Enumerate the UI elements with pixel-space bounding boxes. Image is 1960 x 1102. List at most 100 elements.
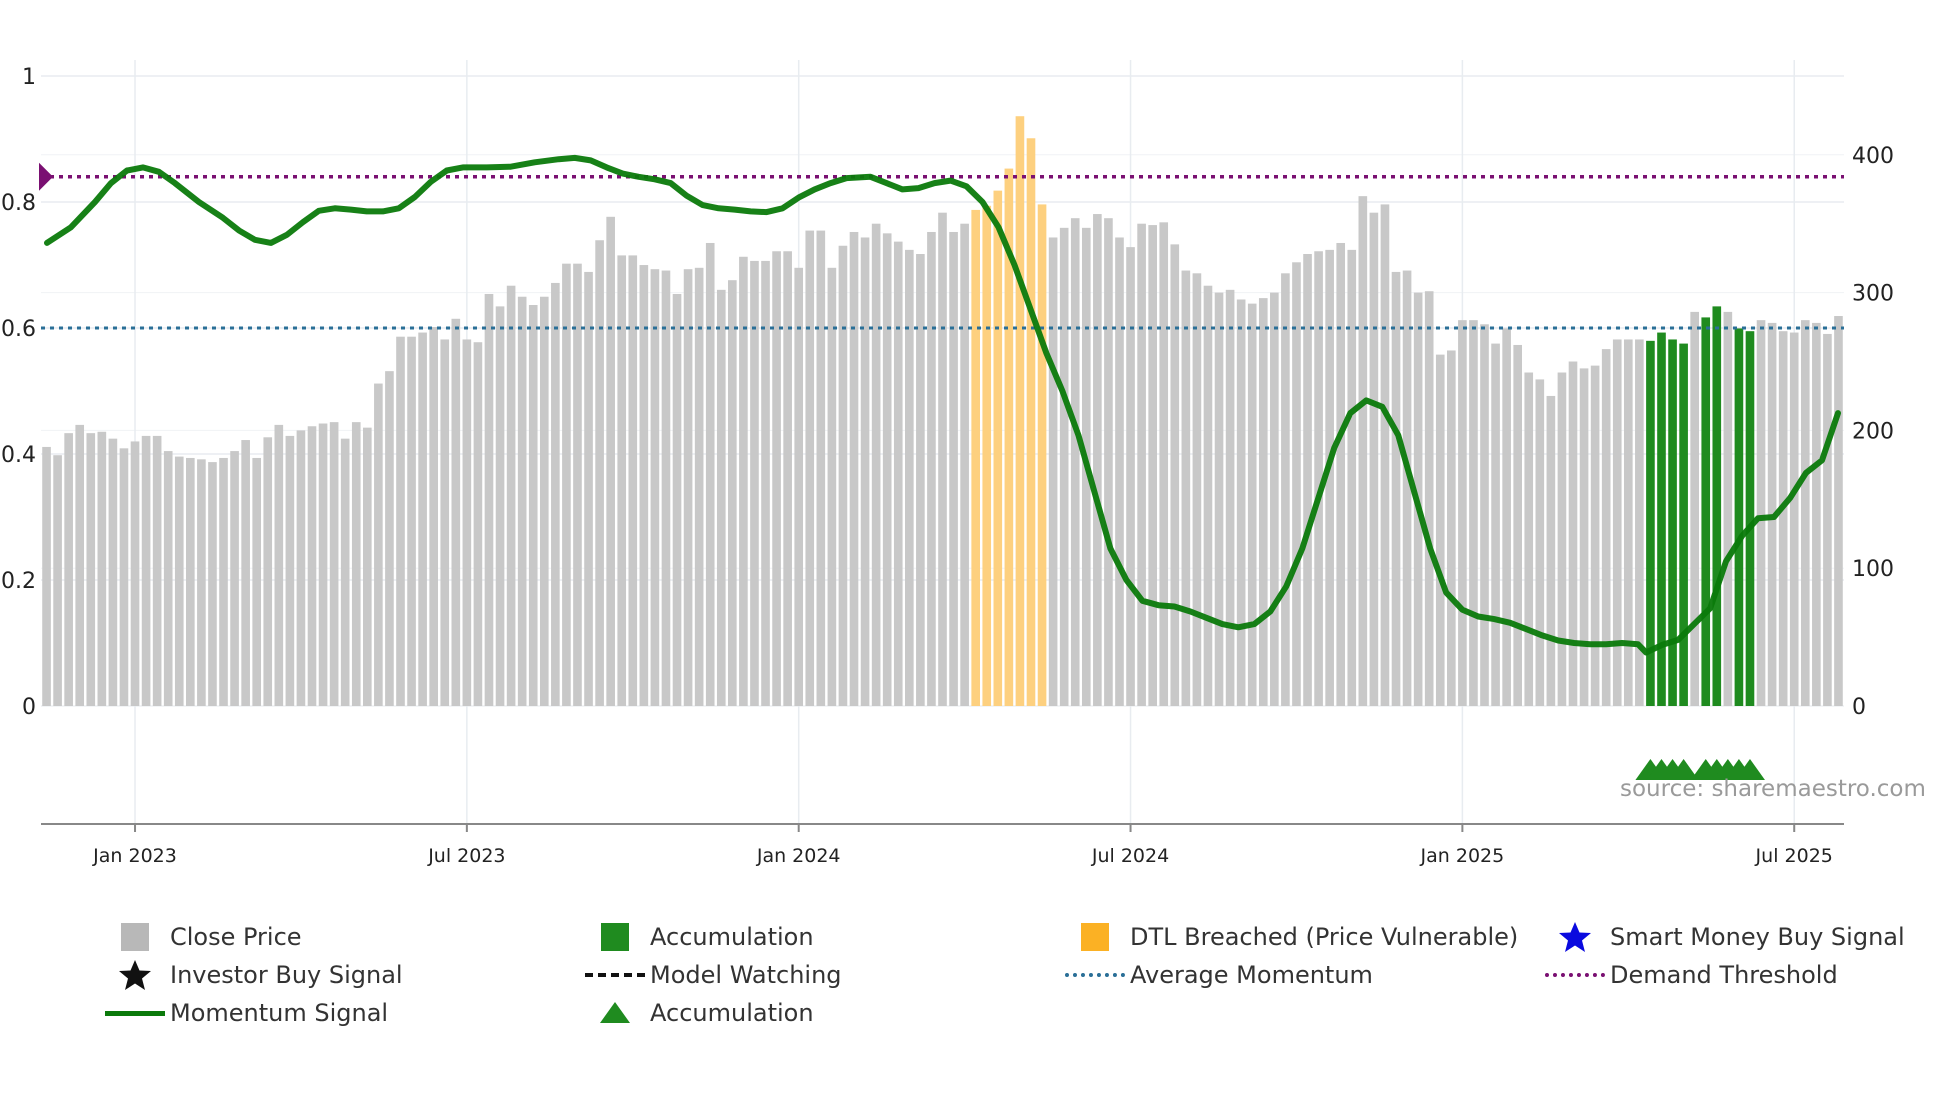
- dtl-breached-swatch: [1081, 923, 1109, 951]
- close-price-bar: [672, 293, 682, 706]
- close-price-bar: [1358, 196, 1368, 706]
- legend-item-investor-buy: Investor Buy Signal: [100, 958, 403, 992]
- close-price-bar: [1270, 292, 1279, 706]
- close-price-bar: [351, 422, 361, 706]
- momentum-signal-line: [44, 154, 1841, 656]
- close-price-bar: [230, 451, 239, 706]
- close-price-bar: [429, 327, 438, 706]
- close-price-bar: [1513, 344, 1523, 706]
- close-price-bar: [849, 231, 859, 706]
- legend-item-average-momentum: Average Momentum: [1060, 958, 1373, 992]
- close-price-bar: [871, 223, 881, 706]
- y-left-tick-label: 0.6: [1, 317, 36, 342]
- close-price-bar: [938, 212, 947, 706]
- close-price-bar: [816, 230, 826, 706]
- close-price-bar: [1601, 349, 1611, 706]
- close-price-bar: [1236, 299, 1246, 706]
- close-price-bar: [484, 293, 494, 706]
- axes: 0 0.2 0.4 0.6 0.8 1 0 100 200 300 400 Jan 2023 Jul 2…: [1, 65, 1894, 867]
- close-price-bar: [1690, 311, 1699, 706]
- close-price-bar: [1469, 320, 1478, 706]
- accumulation-bar: [1679, 343, 1688, 706]
- close-price-bar: [750, 260, 759, 706]
- close-price-bar: [285, 435, 295, 706]
- close-price-bar: [1557, 372, 1567, 706]
- accumulation-marker: [1734, 759, 1765, 780]
- close-price-bar: [241, 440, 250, 706]
- legend-item-dtl-breached: DTL Breached (Price Vulnerable): [1060, 920, 1518, 954]
- accumulation-bar: [1701, 317, 1711, 706]
- close-price-bar: [1491, 343, 1500, 706]
- close-price-bar: [1347, 249, 1357, 706]
- close-price-bar: [219, 457, 228, 706]
- dtl-breached-bar: [1015, 116, 1025, 706]
- close-price-bar: [539, 296, 549, 706]
- close-price-bar: [528, 305, 538, 706]
- close-price-bar: [108, 438, 118, 706]
- close-price-bar: [728, 280, 737, 706]
- y-left-tick-label: 0: [22, 695, 36, 720]
- y-right-tick-label: 0: [1852, 695, 1866, 720]
- close-price-bar: [1778, 331, 1788, 706]
- close-price-bar: [1535, 379, 1545, 706]
- legend-item-accumulation-marker: Accumulation: [580, 996, 814, 1030]
- close-price-bar: [1093, 214, 1102, 706]
- y-right-tick-label: 100: [1852, 557, 1894, 582]
- y-left-tick-label: 0.4: [1, 443, 36, 468]
- close-price-bar: [1225, 289, 1235, 706]
- x-tick-label: Jul 2025: [1755, 845, 1833, 867]
- legend-label: Accumulation: [650, 999, 814, 1027]
- close-price-bar: [916, 254, 925, 707]
- close-price-bar: [362, 427, 372, 706]
- dtl-breached-bar: [1004, 168, 1014, 706]
- accumulation-triangle-icon: [600, 1002, 630, 1023]
- y-left-tick-label: 0.2: [1, 569, 36, 594]
- close-price-bar: [1325, 249, 1334, 706]
- y-left-tick-label: 1: [22, 65, 36, 90]
- close-price-bar: [53, 455, 62, 706]
- demand-threshold-marker: [39, 162, 53, 191]
- legend-label: Close Price: [170, 923, 302, 951]
- close-price-bar: [506, 285, 516, 706]
- close-price-bar: [1292, 262, 1301, 706]
- accumulation-bar: [1657, 332, 1666, 706]
- close-price-bar: [1192, 273, 1202, 706]
- close-price-bar: [805, 230, 815, 706]
- y-left-tick-label: 0.8: [1, 191, 36, 216]
- close-price-bar: [252, 457, 262, 706]
- close-price-bar: [1170, 244, 1180, 706]
- legend-item-demand-threshold: Demand Threshold: [1540, 958, 1838, 992]
- close-price-bar: [75, 424, 85, 706]
- close-price-bar: [905, 249, 914, 706]
- legend-item-smart-money-buy: Smart Money Buy Signal: [1540, 920, 1905, 954]
- model-watching-swatch: [585, 973, 645, 977]
- close-price-bar: [517, 296, 527, 706]
- close-price-bar: [761, 260, 770, 706]
- close-price-bar: [1258, 298, 1268, 706]
- close-price-bar: [152, 435, 162, 706]
- legend-label: Momentum Signal: [170, 999, 389, 1027]
- dtl-breached-bar: [1037, 204, 1047, 706]
- x-tick-label: Jan 2025: [1420, 845, 1505, 867]
- close-price-swatch: [121, 923, 149, 951]
- close-price-bar: [263, 437, 273, 706]
- close-price-bar: [562, 263, 571, 706]
- legend-label: Smart Money Buy Signal: [1610, 923, 1905, 951]
- y-right-tick-label: 400: [1852, 144, 1894, 169]
- close-price-bar: [595, 240, 604, 706]
- close-price-bar: [174, 456, 184, 706]
- close-price-bar: [1458, 320, 1467, 706]
- close-price-bar: [1579, 368, 1589, 706]
- y-right-tick-label: 300: [1852, 282, 1894, 307]
- close-price-bar: [1104, 218, 1113, 707]
- close-price-bar: [274, 424, 284, 706]
- close-price-bar: [329, 422, 339, 706]
- dtl-breached-bar: [1026, 138, 1036, 706]
- close-price-bar: [1823, 333, 1832, 706]
- close-price-bar: [1303, 254, 1312, 707]
- close-price-bar: [1812, 322, 1821, 706]
- close-price-bar: [1402, 270, 1412, 706]
- close-price-bar: [1048, 237, 1058, 707]
- accumulation-bar: [1646, 340, 1655, 706]
